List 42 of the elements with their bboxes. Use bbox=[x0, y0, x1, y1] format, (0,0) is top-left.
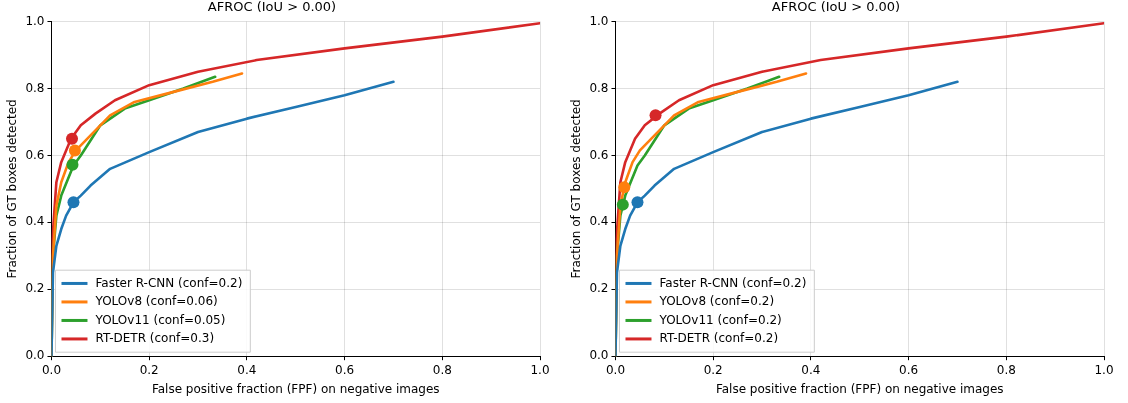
legend-label: Faster R-CNN (conf=0.2) bbox=[95, 275, 243, 290]
point bbox=[631, 196, 644, 209]
y-tick-label: 0.2 bbox=[589, 281, 609, 296]
y-axis-title: Fraction of GT boxes detected bbox=[569, 99, 584, 279]
legend-label: YOLOv11 (conf=0.05) bbox=[94, 312, 226, 327]
x-axis-title: False positive fraction (FPF) on negative images bbox=[715, 381, 1004, 396]
chart-title: AFROC (IoU > 0.00) bbox=[771, 0, 901, 15]
y-tick-label: 0.4 bbox=[25, 214, 45, 229]
x-tick-label: 0.8 bbox=[996, 362, 1016, 377]
point bbox=[616, 198, 629, 211]
legend-label: RT-DETR (conf=0.3) bbox=[95, 331, 215, 346]
legend-label: YOLOv11 (conf=0.2) bbox=[658, 312, 782, 327]
y-tick-label: 0.8 bbox=[589, 80, 609, 95]
x-tick-label: 0.2 bbox=[139, 362, 159, 377]
y-tick-label: 1.0 bbox=[589, 13, 609, 28]
y-tick-label: 0.4 bbox=[589, 214, 609, 229]
y-tick-label: 1.0 bbox=[25, 13, 45, 28]
x-tick-label: 0.0 bbox=[605, 362, 626, 377]
y-axis-title: Fraction of GT boxes detected bbox=[5, 99, 20, 279]
chart-title: AFROC (IoU > 0.00) bbox=[207, 0, 337, 15]
x-tick-label: 1.0 bbox=[1094, 362, 1114, 377]
y-tick-label: 0.0 bbox=[589, 348, 609, 363]
x-tick-label: 0.4 bbox=[237, 362, 257, 377]
x-tick-label: 1.0 bbox=[530, 362, 550, 377]
x-tick-label: 0.0 bbox=[41, 362, 62, 377]
y-tick-label: 0.8 bbox=[25, 80, 45, 95]
y-tick-label: 0.6 bbox=[589, 147, 609, 162]
x-tick-label: 0.6 bbox=[899, 362, 919, 377]
y-tick-label: 0.2 bbox=[25, 281, 45, 296]
x-axis-title: False positive fraction (FPF) on negative images bbox=[151, 381, 440, 396]
x-tick-label: 0.2 bbox=[703, 362, 723, 377]
legend-label: YOLOv8 (conf=0.2) bbox=[658, 294, 775, 309]
x-tick-label: 0.6 bbox=[335, 362, 355, 377]
x-tick-label: 0.8 bbox=[432, 362, 452, 377]
legend-label: RT-DETR (conf=0.2) bbox=[659, 331, 779, 346]
point bbox=[618, 181, 631, 194]
point bbox=[649, 109, 662, 122]
legend-label: Faster R-CNN (conf=0.2) bbox=[659, 275, 807, 290]
x-tick-label: 0.4 bbox=[801, 362, 821, 377]
legend-label: YOLOv8 (conf=0.06) bbox=[94, 294, 218, 309]
y-tick-label: 0.6 bbox=[25, 147, 45, 162]
y-tick-label: 0.0 bbox=[25, 348, 45, 363]
